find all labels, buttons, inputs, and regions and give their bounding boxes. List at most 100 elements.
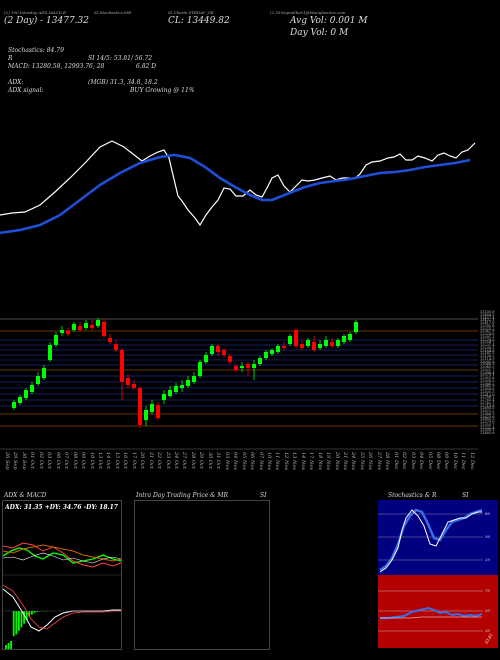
date-label: 24 Oct bbox=[173, 452, 179, 469]
date-label: 16 Oct bbox=[122, 452, 129, 469]
price-level-label: 13432.1 bbox=[480, 318, 495, 323]
price-level-label: 13278.0 bbox=[480, 337, 495, 342]
stoch-panel-title-2: SI bbox=[462, 492, 469, 499]
date-label: 29 Sep bbox=[12, 452, 19, 470]
stochastics-readout: Stochastics: 84.79 bbox=[8, 47, 64, 54]
date-label: 23 Oct bbox=[164, 452, 171, 469]
date-label: 03 Dec bbox=[409, 452, 416, 470]
macd-histogram-bar bbox=[36, 611, 38, 612]
price-level-label: 13184.8 bbox=[480, 348, 495, 353]
price-level-label: 13091.6 bbox=[480, 359, 495, 364]
stoch-panel-title: Stochastics & R bbox=[388, 492, 437, 499]
intraday-panel-title-2: SI bbox=[260, 492, 267, 499]
header-avg-volume: Avg Vol: 0.001 M bbox=[290, 16, 368, 26]
macd-histogram-bar bbox=[28, 611, 31, 617]
price-level-label: 13457.4 bbox=[480, 315, 495, 320]
price-level-label: 12625.6 bbox=[480, 414, 495, 419]
rsi-level-30: 30 bbox=[485, 628, 491, 633]
date-label: 10 Nov bbox=[265, 452, 272, 471]
date-label: 05 Nov bbox=[240, 452, 247, 471]
candle-down bbox=[330, 342, 334, 346]
header-two-day-price: (2 Day) - 13477.32 bbox=[4, 16, 89, 26]
candle-up bbox=[84, 323, 88, 328]
stoch-rsi-panel: 80 50 20 70 50 30 53.81 bbox=[378, 500, 498, 648]
candle-down bbox=[132, 384, 136, 388]
date-label: 11 Dec bbox=[460, 452, 467, 470]
candle-down bbox=[108, 338, 112, 342]
date-label: 25 Nov bbox=[358, 452, 365, 471]
date-label: 21 Nov bbox=[342, 452, 348, 471]
price-level-label: 12718.8 bbox=[480, 403, 495, 408]
candle-up bbox=[174, 386, 178, 392]
candle-down bbox=[138, 388, 142, 425]
date-label: 06 Oct bbox=[54, 452, 61, 469]
stoch-level-50: 50 bbox=[485, 534, 491, 539]
price-level-label: 12928.5 bbox=[480, 378, 495, 383]
candle-up bbox=[186, 380, 190, 386]
macd-histogram-bar bbox=[12, 611, 15, 637]
price-level-label: 12509.1 bbox=[480, 428, 495, 433]
date-label: 06 Nov bbox=[249, 452, 256, 471]
price-level-label: 12695.5 bbox=[480, 406, 495, 411]
date-label: 12 Dec bbox=[468, 452, 475, 470]
date-label: 24 Nov bbox=[350, 452, 357, 471]
candle-up bbox=[36, 376, 40, 384]
macd-histogram-bar bbox=[10, 641, 12, 649]
candle-up bbox=[324, 340, 328, 346]
date-label: 01 Oct bbox=[29, 452, 36, 469]
price-level-lines bbox=[0, 318, 478, 427]
date-label: 07 Oct bbox=[63, 452, 70, 469]
candle-up bbox=[252, 364, 256, 368]
intraday-panel bbox=[134, 500, 270, 650]
price-level-label: 13068.3 bbox=[480, 362, 495, 367]
date-label: 31 Oct bbox=[215, 452, 222, 469]
price-level-label: 12648.9 bbox=[480, 411, 495, 416]
price-level-label: 13371.2 bbox=[480, 326, 495, 331]
price-level-label: 12858.6 bbox=[480, 387, 495, 391]
candle-down bbox=[300, 344, 304, 348]
date-label: 26 Sep bbox=[4, 452, 10, 470]
date-label: 18 Nov bbox=[316, 452, 323, 471]
price-level-label: 13208.1 bbox=[480, 345, 495, 350]
macd-histogram-bar bbox=[31, 611, 33, 615]
date-label: 01 Dec bbox=[392, 452, 399, 470]
price-level-label: 12555.7 bbox=[480, 422, 495, 427]
date-label: 20 Oct bbox=[139, 452, 146, 469]
macd-histogram-bar bbox=[33, 611, 36, 613]
date-label: 02 Oct bbox=[37, 452, 44, 469]
date-label: 27 Oct bbox=[181, 452, 188, 469]
price-level-label: 13347.9 bbox=[480, 329, 495, 334]
date-label: 29 Oct bbox=[198, 452, 205, 469]
price-level-label: 13161.5 bbox=[480, 351, 495, 356]
price-level-label: 12998.4 bbox=[480, 370, 495, 375]
candle-up bbox=[288, 336, 292, 344]
candle-up bbox=[162, 394, 166, 400]
date-label: 30 Sep bbox=[20, 452, 27, 470]
date-label: 09 Oct bbox=[80, 452, 87, 469]
price-level-label: 13417.6 bbox=[480, 321, 495, 325]
price-line bbox=[0, 140, 476, 227]
candle-down bbox=[90, 325, 94, 328]
header-close-price: CL: 13449.82 bbox=[168, 16, 230, 26]
date-label: 22 Oct bbox=[156, 452, 163, 469]
candle-down bbox=[78, 326, 82, 330]
candle-up bbox=[150, 404, 154, 412]
date-label: 11 Nov bbox=[274, 452, 281, 471]
date-label: 17 Oct bbox=[130, 452, 137, 469]
price-level-label: 13231.4 bbox=[480, 343, 495, 347]
price-level-label: 13021.7 bbox=[480, 367, 495, 372]
candle-down bbox=[66, 331, 70, 334]
adx-macd-panel: ADX: 31.35 +DY: 34.76 -DY: 18.17 bbox=[2, 500, 122, 650]
adx-signal-value: BUY Growing @ 11% bbox=[130, 87, 195, 94]
date-label: 10 Dec bbox=[451, 452, 458, 470]
header-title-3: SI Charts STRDAY_GB bbox=[168, 10, 214, 15]
date-label: 26 Nov bbox=[367, 452, 374, 471]
candle-up bbox=[354, 322, 358, 332]
candle-up bbox=[30, 385, 34, 392]
date-label: 14 Oct bbox=[105, 452, 112, 469]
adx-panel-title: ADX & MACD bbox=[4, 492, 47, 499]
candle-up bbox=[12, 402, 16, 408]
candle-up bbox=[264, 352, 268, 358]
macd-histogram-bar bbox=[23, 611, 25, 624]
candle-up bbox=[144, 410, 148, 420]
